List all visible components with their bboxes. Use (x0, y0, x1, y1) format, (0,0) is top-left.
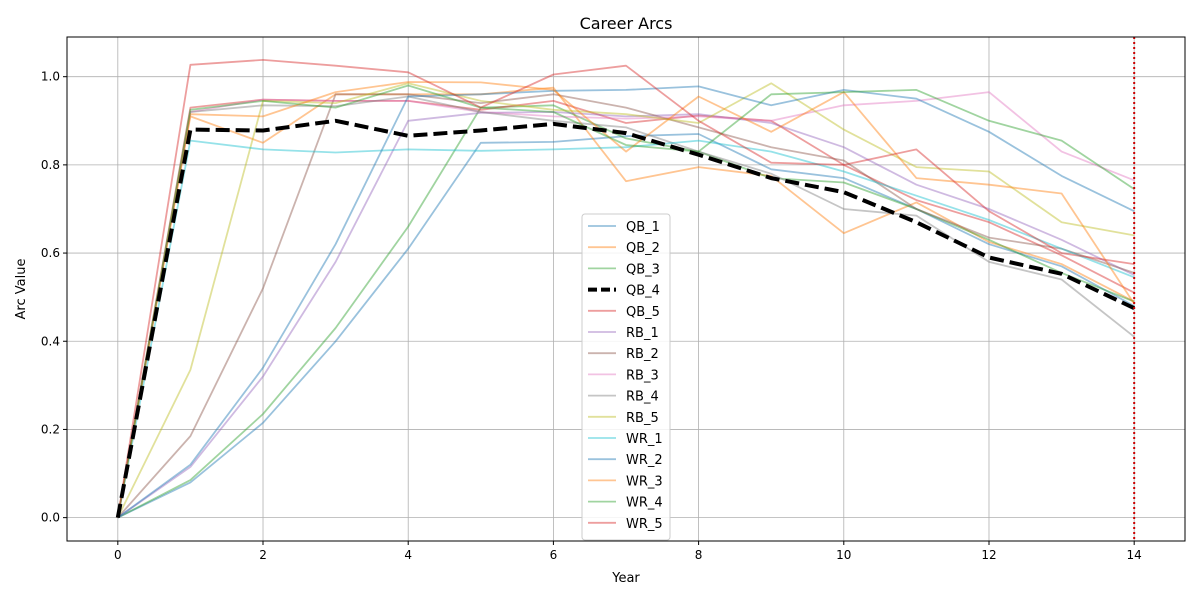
series-line-wr-2 (117, 85, 1135, 519)
x-tick-label: 2 (259, 548, 267, 562)
x-tick-label: 6 (550, 548, 558, 562)
x-tick-label: 0 (114, 548, 122, 562)
y-tick-label: 0.2 (41, 422, 60, 436)
x-tick-label: 14 (1127, 548, 1142, 562)
series-line-rb-3 (116, 91, 1135, 518)
legend-entry-label: WR_2 (626, 453, 663, 468)
x-tick-label: 12 (981, 548, 996, 562)
series-line-qb-1 (117, 133, 1135, 519)
legend-box (581, 213, 671, 541)
legend-entry-label: WR_5 (626, 517, 663, 532)
legend-entry-label: QB_5 (626, 305, 660, 320)
legend-entry-label: QB_3 (626, 262, 660, 277)
legend-entry-label: RB_5 (626, 411, 659, 426)
x-tick-label: 4 (404, 548, 412, 562)
axis-ticks: 0 2 4 6 8 10 12 14 0.0 0.2 0.4 0.6 0.8 1.0 (41, 70, 1142, 562)
grid-lines (67, 37, 1185, 541)
series-lines (115, 59, 1136, 519)
series-line-wr-5 (116, 59, 1135, 518)
legend-entry-label: RB_2 (626, 347, 659, 362)
series-line-wr-4 (116, 84, 1135, 518)
y-tick-label: 0.0 (41, 511, 60, 525)
y-tick-label: 0.4 (41, 334, 60, 348)
legend-entry-label: WR_4 (626, 496, 663, 511)
x-axis-label: Year (611, 571, 640, 586)
legend-entry-label: WR_3 (626, 474, 663, 489)
legend-entry-label: RB_4 (626, 390, 659, 405)
plot-area-frame (66, 36, 1186, 542)
y-tick-label: 1.0 (41, 70, 60, 84)
series-line-wr-1 (116, 139, 1135, 518)
series-line-qb-4 (115, 118, 1136, 518)
series-line-rb-1 (117, 111, 1135, 519)
legend-entry-label: WR_1 (626, 432, 663, 447)
series-line-qb-3 (117, 104, 1135, 519)
legend: QB_1 QB_2 QB_3 QB_4 QB_5 RB_1 RB_2 RB_3 RB_4 RB_5… (581, 213, 671, 541)
y-tick-label: 0.6 (41, 246, 60, 260)
legend-entry-label: RB_3 (626, 368, 659, 383)
chart-title: Career Arcs (580, 14, 673, 33)
legend-entry-label: QB_2 (626, 241, 660, 256)
legend-entry-label: RB_1 (626, 326, 659, 341)
legend-entry-label: QB_4 (626, 284, 660, 299)
y-tick-label: 0.8 (41, 158, 60, 172)
x-tick-label: 10 (836, 548, 851, 562)
series-line-qb-5 (116, 98, 1135, 518)
series-line-wr-3 (116, 81, 1135, 518)
legend-entry-label: QB_1 (626, 220, 660, 235)
series-line-rb-2 (117, 93, 1135, 519)
x-tick-label: 8 (695, 548, 703, 562)
y-axis-label: Arc Value (14, 259, 29, 320)
series-line-rb-5 (116, 82, 1135, 518)
